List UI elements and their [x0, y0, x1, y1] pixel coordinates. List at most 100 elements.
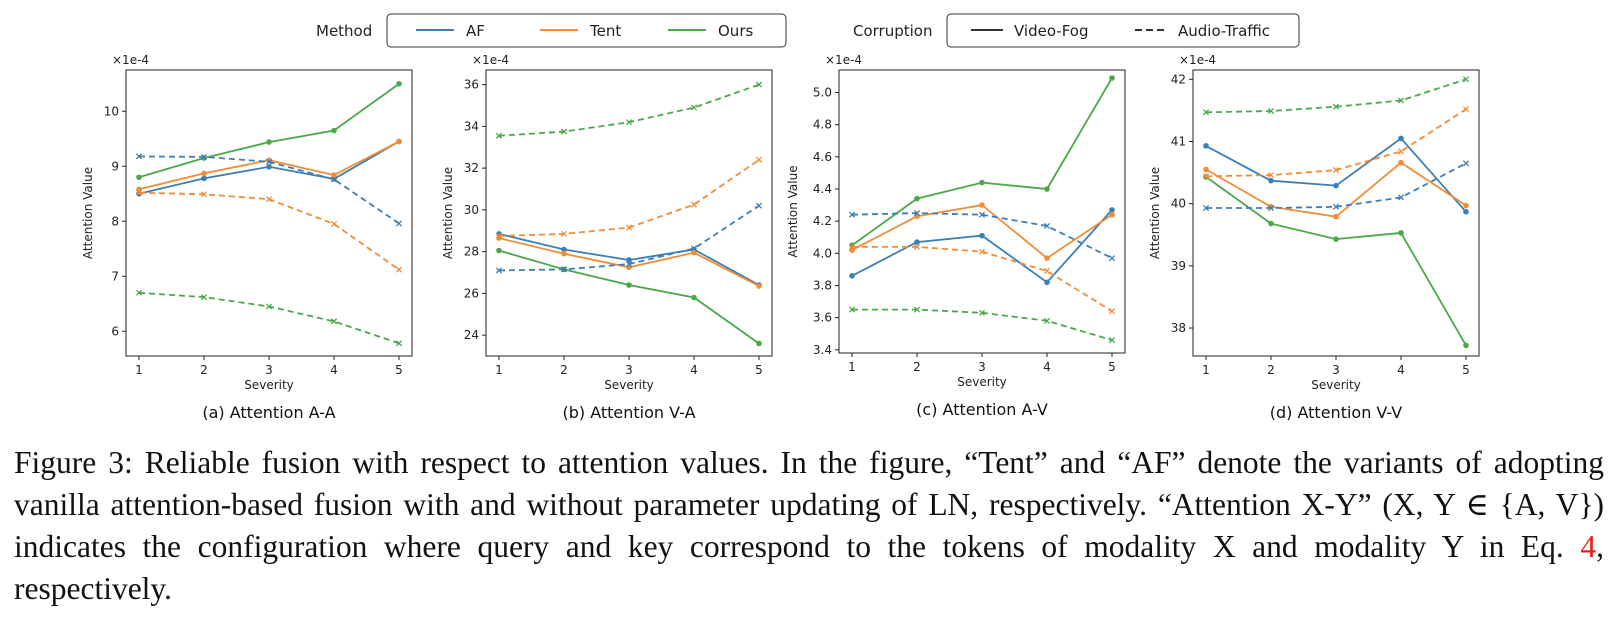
y-tick-label: 6 — [111, 324, 119, 338]
series-ours-audio-traffic — [1202, 76, 1470, 116]
series-af-video-fog — [849, 207, 1115, 286]
y-tick-label: 32 — [464, 161, 479, 175]
data-point-x-marker — [560, 128, 568, 135]
data-point-x-marker — [135, 189, 143, 196]
y-tick-label: 34 — [464, 119, 479, 133]
series-line-af-video-fog — [851, 209, 1113, 284]
data-point-dot — [1333, 213, 1339, 220]
data-point-x-marker — [560, 266, 568, 273]
data-point-dot — [1463, 208, 1469, 215]
data-point-dot — [561, 250, 567, 257]
data-point-dot — [1398, 159, 1404, 166]
data-point-dot — [201, 170, 207, 177]
data-point-dot — [979, 179, 985, 186]
data-point-dot — [396, 80, 402, 87]
data-point-dot — [1268, 220, 1274, 227]
series-line-ours-video-fog — [851, 77, 1113, 247]
data-point-x-marker — [1397, 97, 1405, 104]
data-point-x-marker — [1462, 160, 1470, 167]
legend-video-fog-label: Video-Fog — [1014, 22, 1089, 40]
data-point-x-marker — [848, 243, 856, 250]
x-tick-label: 2 — [913, 360, 921, 374]
data-point-x-marker — [625, 119, 633, 126]
x-tick-label: 1 — [848, 360, 856, 374]
data-point-x-marker — [690, 201, 698, 208]
data-point-dot — [691, 249, 697, 256]
legend-method-title: Method — [316, 22, 372, 40]
x-tick-label: 2 — [560, 363, 568, 377]
caption-eq-ref[interactable]: 4 — [1580, 529, 1597, 564]
legend-audio-traffic-label: Audio-Traffic — [1178, 22, 1270, 40]
data-point-x-marker — [913, 210, 921, 217]
data-point-x-marker — [1397, 194, 1405, 201]
panel-caption: (a) Attention A-A — [202, 403, 335, 422]
legend-af-label: AF — [466, 22, 485, 40]
data-point-x-marker — [1108, 308, 1116, 315]
data-point-dot — [914, 195, 920, 202]
data-point-x-marker — [1332, 103, 1340, 110]
y-tick-label: 24 — [464, 328, 479, 342]
x-tick-label: 2 — [1267, 363, 1275, 377]
x-tick-label: 1 — [1202, 363, 1210, 377]
series-tent-audio-traffic — [135, 189, 403, 273]
x-tick-label: 4 — [1043, 360, 1051, 374]
x-axis-label: Severity — [1311, 378, 1361, 392]
data-point-x-marker — [1108, 337, 1116, 344]
series-line-tent-audio-traffic — [138, 191, 400, 271]
caption-text-1: Reliable fusion with respect to attentio… — [14, 445, 1604, 564]
y-tick-label: 10 — [104, 104, 119, 118]
data-point-dot — [1463, 342, 1469, 349]
data-point-x-marker — [755, 202, 763, 209]
data-point-x-marker — [625, 261, 633, 268]
data-point-x-marker — [395, 340, 403, 347]
series-af-video-fog — [1203, 135, 1469, 215]
data-point-dot — [1398, 135, 1404, 142]
y-tick-label: 4.6 — [813, 150, 832, 164]
y-axis-label: Attention Value — [441, 167, 455, 259]
data-point-dot — [979, 202, 985, 208]
panel-caption: (c) Attention A-V — [916, 400, 1048, 419]
data-point-dot — [1109, 75, 1115, 81]
panel-3: 3.4 3.6 3.8 4.0 4.2 4.4 4.6 4.8 5.0 1 2 3 4 5 ×1e-4 Sev… — [786, 53, 1126, 419]
data-point-x-marker — [1267, 107, 1275, 115]
series-line-ours-video-fog — [1205, 176, 1467, 346]
data-point-x-marker — [1332, 203, 1340, 210]
data-point-x-marker — [1397, 148, 1405, 155]
y-tick-label: 5.0 — [813, 86, 832, 100]
data-point-x-marker — [135, 289, 143, 296]
data-point-x-marker — [848, 211, 856, 218]
data-point-x-marker — [265, 303, 273, 310]
plot-frame — [838, 69, 1126, 354]
figure-caption: Figure 3: Reliable fusion with respect t… — [14, 442, 1604, 610]
x-tick-label: 4 — [330, 363, 338, 377]
series-af-audio-traffic — [495, 202, 763, 274]
series-af-audio-traffic — [135, 153, 403, 227]
y-tick-label: 28 — [464, 245, 479, 259]
data-point-x-marker — [330, 220, 338, 228]
y-tick-label: 4.0 — [813, 246, 832, 260]
series-line-tent-video-fog — [851, 204, 1113, 260]
y-tick-label: 30 — [464, 203, 479, 217]
x-tick-label: 3 — [265, 363, 273, 377]
figure: Method AF Tent Ours Corruption Video-Fog… — [81, 13, 1480, 422]
series-ours-audio-traffic — [848, 306, 1116, 344]
y-tick-label: 39 — [1171, 259, 1186, 273]
x-axis-label: Severity — [604, 378, 654, 392]
data-point-x-marker — [495, 267, 503, 274]
y-tick-label: 8 — [111, 214, 119, 228]
x-tick-label: 5 — [1108, 360, 1116, 374]
data-point-x-marker — [1267, 172, 1275, 179]
x-tick-label: 2 — [200, 363, 208, 377]
data-point-x-marker — [913, 243, 921, 250]
data-point-x-marker — [1043, 267, 1051, 275]
data-point-x-marker — [1043, 222, 1051, 230]
y-tick-label: 42 — [1171, 72, 1186, 86]
caption-text-2: , respectively. — [14, 529, 1604, 606]
data-point-dot — [1333, 182, 1339, 189]
series-ours-audio-traffic — [135, 289, 403, 347]
data-point-x-marker — [495, 232, 503, 240]
data-point-dot — [331, 172, 337, 178]
series-line-tent-audio-traffic — [498, 159, 760, 237]
data-point-dot — [1044, 255, 1050, 261]
series-line-ours-audio-traffic — [138, 291, 400, 345]
